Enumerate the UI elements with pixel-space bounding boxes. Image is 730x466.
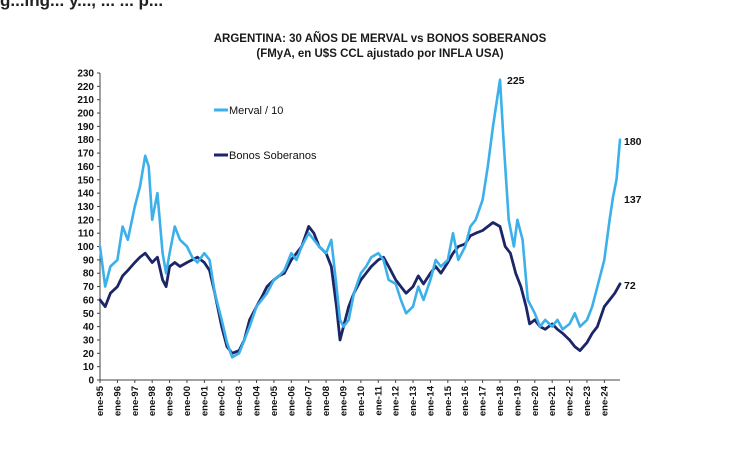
page-header-fragment: g...ing... y..., ... ... p... [0,0,164,10]
y-tick-label: 110 [78,229,95,240]
y-tick-label: 80 [83,269,95,280]
y-tick-label: 230 [77,69,94,80]
x-tick-label: ene-22 [565,386,576,416]
y-tick-label: 70 [83,282,95,293]
y-tick-label: 0 [88,376,94,387]
legend-label-bonos: Bonos Soberanos [229,150,317,162]
y-tick-label: 200 [77,109,94,120]
x-tick-label: ene-95 [95,385,106,416]
y-tick-label: 150 [77,175,94,186]
x-tick-label: ene-14 [425,385,436,416]
x-tick-label: ene-05 [269,385,280,416]
series-line-bonos [98,221,622,355]
x-tick-label: ene-21 [547,385,558,416]
y-tick-label: 30 [83,335,95,346]
x-tick-label: ene-12 [391,386,402,416]
end-label-bonos: 72 [624,280,636,292]
x-tick-label: ene-23 [582,386,593,416]
x-tick-label: ene-07 [304,386,315,416]
x-tick-label: ene-00 [182,386,193,416]
x-tick-label: ene-17 [478,386,489,416]
y-tick-label: 10 [83,362,95,373]
y-tick-label: 60 [83,295,95,306]
x-tick-label: ene-15 [443,385,454,416]
y-tick-label: 140 [77,189,94,200]
end-labels: 225 180 137 72 [507,75,642,292]
end-label-merval: 180 [624,136,642,148]
x-tick-label: ene-03 [234,386,245,416]
legend-label-merval: Merval / 10 [229,105,283,117]
y-tick-label: 210 [77,95,94,106]
x-tick-label: ene-18 [495,386,506,416]
y-tick-label: 180 [77,135,94,146]
x-tick-label: ene-19 [512,386,523,416]
y-tick-label: 40 [83,322,95,333]
y-tick-label: 50 [83,309,95,320]
x-tick-label: ene-11 [373,385,384,415]
x-tick-label: ene-08 [321,386,332,416]
x-tick-label: ene-06 [286,386,297,416]
x-tick-label: ene-97 [130,386,141,416]
chart-title: ARGENTINA: 30 AÑOS DE MERVAL vs BONOS SO… [213,33,547,45]
y-tick-label: 160 [77,162,94,173]
y-tick-label: 90 [83,255,95,266]
x-tick-label: ene-20 [530,386,541,416]
series-lines [98,78,622,359]
y-tick-label: 170 [77,149,94,160]
y-tick-label: 120 [77,215,94,226]
legend: Merval / 10 Bonos Soberanos [214,105,317,162]
x-tick-label: ene-09 [338,386,349,416]
x-tick-label: ene-24 [599,385,610,416]
x-tick-label: ene-16 [460,386,471,416]
x-tick-label: ene-02 [217,386,228,416]
chart-subtitle: (FMyA, en U$S CCL ajustado por INFLA USA… [256,48,504,60]
x-tick-label: ene-99 [165,386,176,416]
x-tick-label: ene-98 [147,386,158,416]
y-tick-label: 190 [77,122,94,133]
mid-label-merval: 137 [624,194,642,206]
x-tick-label: ene-01 [199,385,210,416]
y-tick-label: 220 [77,82,94,93]
x-tick-label: ene-13 [408,386,419,416]
x-tick-label: ene-10 [356,386,367,416]
peak-label-merval: 225 [507,75,525,87]
x-tick-label: ene-96 [112,386,123,416]
series-line-merval [98,78,622,359]
x-tick-label: ene-04 [252,385,263,416]
y-tick-label: 130 [77,202,94,213]
y-tick-label: 100 [77,242,94,253]
y-tick-label: 20 [83,349,95,360]
axes-group: 0 10 20 30 40 50 60 70 80 90 100 110 120 130 140 150 160… [77,69,620,416]
